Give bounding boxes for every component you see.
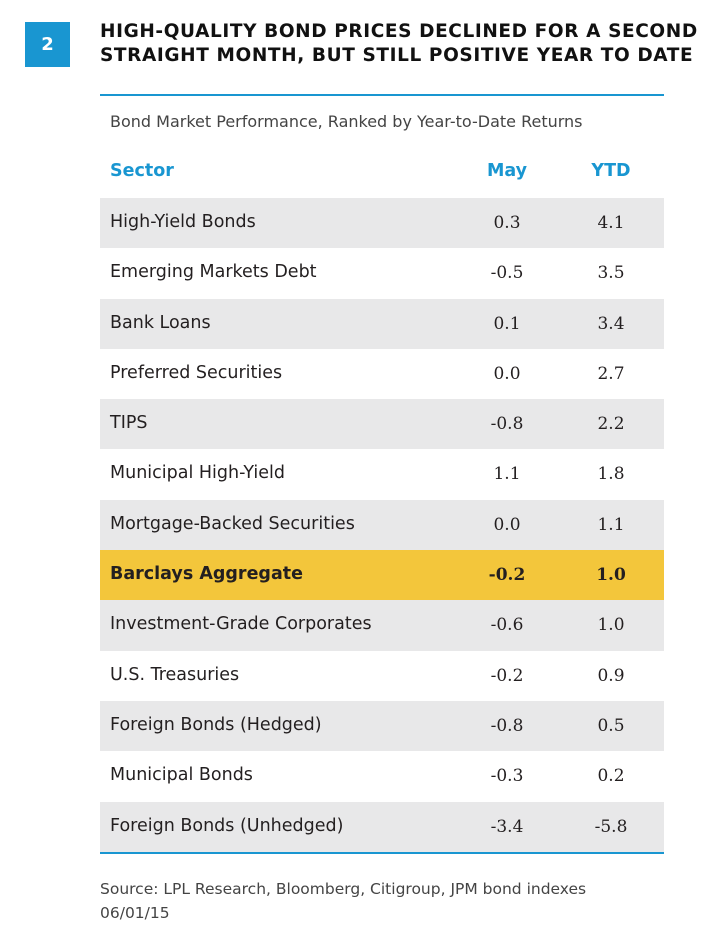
cell-may: 0.1 xyxy=(493,313,521,334)
cell-ytd: -5.8 xyxy=(594,816,628,837)
cell-may: -0.3 xyxy=(490,766,524,787)
cell-may: -0.8 xyxy=(490,414,524,435)
cell-may: -0.8 xyxy=(490,715,524,736)
cell-ytd: 1.8 xyxy=(597,464,625,485)
cell-ytd: 3.5 xyxy=(597,263,625,284)
header-may: May xyxy=(486,161,528,181)
cell-ytd: 4.1 xyxy=(597,213,625,233)
cell-sector: Emerging Markets Debt xyxy=(110,262,317,283)
cell-ytd: 3.4 xyxy=(597,313,625,334)
cell-sector: Foreign Bonds (Unhedged) xyxy=(110,815,344,836)
cell-sector: Municipal High-Yield xyxy=(110,463,286,484)
cell-ytd: 1.0 xyxy=(596,565,626,586)
figure-title-line-2: STRAIGHT MONTH, BUT STILL POSITIVE YEAR … xyxy=(100,45,694,66)
figure-title: HIGH-QUALITY BOND PRICES DECLINED FOR A … xyxy=(100,20,700,68)
cell-may: 0.0 xyxy=(493,363,521,384)
cell-may: -0.2 xyxy=(488,565,526,586)
cell-sector: Municipal Bonds xyxy=(110,765,253,786)
table-row: Emerging Markets Debt -0.5 3.5 xyxy=(100,248,664,299)
table-row: Municipal Bonds -0.3 0.2 xyxy=(100,751,664,802)
cell-may: 0.3 xyxy=(493,213,521,233)
cell-may: 1.1 xyxy=(493,464,521,485)
cell-ytd: 0.2 xyxy=(597,766,625,787)
figure-number-badge: 2 xyxy=(25,22,70,67)
header-ytd: YTD xyxy=(591,161,631,181)
source-note: Source: LPL Research, Bloomberg, Citigro… xyxy=(100,877,586,925)
table-row: TIPS -0.8 2.2 xyxy=(100,399,664,450)
cell-sector: Mortgage-Backed Securities xyxy=(110,513,355,534)
cell-sector: Foreign Bonds (Hedged) xyxy=(110,714,322,735)
table-row: Municipal High-Yield 1.1 1.8 xyxy=(100,449,664,500)
table-row: Foreign Bonds (Unhedged) -3.4 -5.8 xyxy=(100,801,664,852)
table-row-highlighted: Barclays Aggregate -0.2 1.0 xyxy=(100,550,664,601)
table-row: Foreign Bonds (Hedged) -0.8 0.5 xyxy=(100,700,664,752)
cell-ytd: 0.9 xyxy=(597,665,625,686)
cell-may: -3.4 xyxy=(490,816,524,837)
table-row: Investment-Grade Corporates -0.6 1.0 xyxy=(100,600,664,651)
source-line-1: Source: LPL Research, Bloomberg, Citigro… xyxy=(100,880,587,898)
cell-sector: Preferred Securities xyxy=(110,362,283,383)
table-body: High-Yield Bonds 0.3 4.1 Emerging Market… xyxy=(100,198,664,852)
source-line-2: 06/01/15 xyxy=(100,904,170,922)
header-sector: Sector xyxy=(110,161,174,181)
table-row: Bank Loans 0.1 3.4 xyxy=(100,298,664,349)
cell-ytd: 2.2 xyxy=(597,414,625,435)
cell-ytd: 2.7 xyxy=(597,363,625,384)
cell-sector: Investment-Grade Corporates xyxy=(110,614,372,635)
table-row: High-Yield Bonds 0.3 4.1 xyxy=(100,198,664,249)
cell-may: 0.0 xyxy=(493,514,521,535)
cell-ytd: 1.1 xyxy=(597,514,625,535)
table-row: Mortgage-Backed Securities 0.0 1.1 xyxy=(100,499,664,551)
cell-ytd: 0.5 xyxy=(597,715,625,736)
figure-title-line-1: HIGH-QUALITY BOND PRICES DECLINED FOR A … xyxy=(100,21,698,42)
cell-may: -0.2 xyxy=(490,665,524,686)
top-divider xyxy=(100,94,664,96)
cell-sector: TIPS xyxy=(110,413,148,434)
table-header: Sector May YTD xyxy=(100,148,664,194)
cell-sector: Barclays Aggregate xyxy=(110,564,304,585)
bottom-divider xyxy=(100,852,664,854)
cell-sector: Bank Loans xyxy=(110,312,211,333)
cell-sector: High-Yield Bonds xyxy=(110,212,256,232)
table-row: Preferred Securities 0.0 2.7 xyxy=(100,348,664,400)
cell-ytd: 1.0 xyxy=(597,615,625,636)
cell-sector: U.S. Treasuries xyxy=(110,664,240,685)
cell-may: -0.5 xyxy=(490,263,524,284)
table-row: U.S. Treasuries -0.2 0.9 xyxy=(100,650,664,701)
table-subtitle: Bond Market Performance, Ranked by Year-… xyxy=(110,112,583,131)
cell-may: -0.6 xyxy=(490,615,524,636)
